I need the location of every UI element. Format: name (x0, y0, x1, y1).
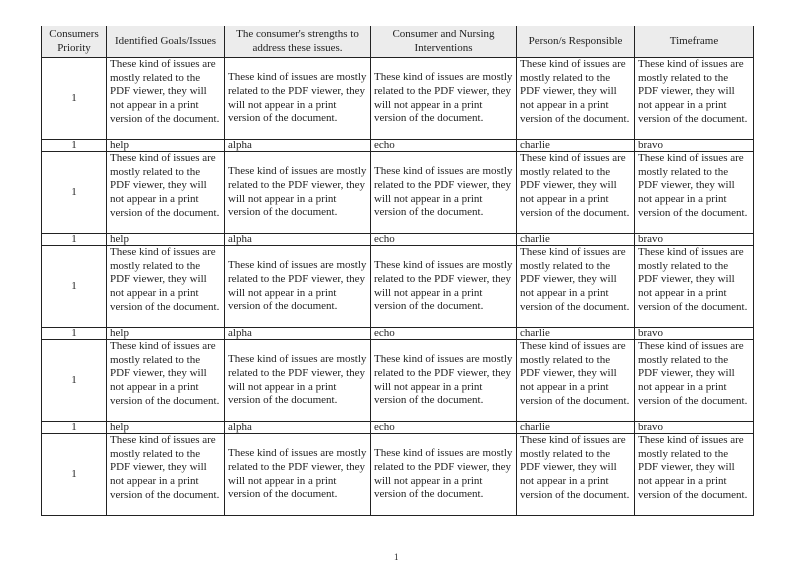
cell-strengths: alpha (224, 233, 371, 246)
table-row: 1 help alpha echo charlie bravo (41, 327, 754, 340)
cell-strengths: These kind of issues are mostly related … (224, 339, 371, 422)
cell-strengths: These kind of issues are mostly related … (224, 245, 371, 328)
cell-interventions: echo (370, 421, 517, 434)
cell-goals: These kind of issues are mostly related … (106, 245, 225, 328)
table-row: 1 help alpha echo charlie bravo (41, 421, 754, 434)
header-identified-goals: Identified Goals/Issues (106, 26, 225, 58)
cell-responsible: These kind of issues are mostly related … (516, 339, 635, 422)
table-row: 1 These kind of issues are mostly related… (41, 151, 754, 234)
cell-priority: 1 (41, 233, 107, 246)
cell-timeframe: These kind of issues are mostly related … (634, 245, 754, 328)
table-row: 1 These kind of issues are mostly related… (41, 57, 754, 140)
table-row: 1 These kind of issues are mostly related… (41, 245, 754, 328)
cell-strengths: These kind of issues are mostly related … (224, 151, 371, 234)
cell-priority: 1 (41, 57, 107, 140)
cell-strengths: alpha (224, 421, 371, 434)
table-row: 1 help alpha echo charlie bravo (41, 233, 754, 246)
cell-interventions: echo (370, 139, 517, 152)
header-timeframe: Timeframe (634, 26, 754, 58)
page-number: 1 (394, 552, 399, 562)
cell-priority: 1 (41, 433, 107, 516)
cell-responsible: charlie (516, 139, 635, 152)
cell-timeframe: These kind of issues are mostly related … (634, 151, 754, 234)
header-row: Consumers Priority Identified Goals/Issu… (41, 26, 754, 58)
cell-responsible: These kind of issues are mostly related … (516, 245, 635, 328)
cell-strengths: alpha (224, 327, 371, 340)
cell-timeframe: These kind of issues are mostly related … (634, 57, 754, 140)
care-plan-table: Consumers Priority Identified Goals/Issu… (41, 26, 754, 516)
cell-interventions: These kind of issues are mostly related … (370, 245, 517, 328)
cell-responsible: These kind of issues are mostly related … (516, 57, 635, 140)
cell-interventions: These kind of issues are mostly related … (370, 433, 517, 516)
cell-strengths: These kind of issues are mostly related … (224, 57, 371, 140)
cell-interventions: echo (370, 327, 517, 340)
cell-strengths: alpha (224, 139, 371, 152)
cell-priority: 1 (41, 139, 107, 152)
cell-interventions: These kind of issues are mostly related … (370, 339, 517, 422)
cell-timeframe: These kind of issues are mostly related … (634, 339, 754, 422)
cell-interventions: echo (370, 233, 517, 246)
table-row: 1 These kind of issues are mostly related… (41, 339, 754, 422)
cell-priority: 1 (41, 245, 107, 328)
cell-goals: help (106, 233, 225, 246)
cell-goals: These kind of issues are mostly related … (106, 433, 225, 516)
cell-responsible: charlie (516, 233, 635, 246)
cell-timeframe: bravo (634, 139, 754, 152)
cell-interventions: These kind of issues are mostly related … (370, 57, 517, 140)
header-interventions: Consumer and Nursing Interventions (370, 26, 517, 58)
header-consumer-strengths: The consumer's strengths to address thes… (224, 26, 371, 58)
cell-strengths: These kind of issues are mostly related … (224, 433, 371, 516)
cell-goals: help (106, 421, 225, 434)
cell-timeframe: bravo (634, 421, 754, 434)
cell-interventions: These kind of issues are mostly related … (370, 151, 517, 234)
cell-goals: These kind of issues are mostly related … (106, 151, 225, 234)
cell-goals: help (106, 139, 225, 152)
cell-priority: 1 (41, 327, 107, 340)
table-body: 1 These kind of issues are mostly related… (41, 57, 754, 516)
table-row: 1 help alpha echo charlie bravo (41, 139, 754, 152)
cell-timeframe: bravo (634, 327, 754, 340)
cell-goals: These kind of issues are mostly related … (106, 57, 225, 140)
cell-priority: 1 (41, 151, 107, 234)
table-row: 1 These kind of issues are mostly related… (41, 433, 754, 516)
cell-responsible: These kind of issues are mostly related … (516, 433, 635, 516)
cell-priority: 1 (41, 339, 107, 422)
cell-responsible: These kind of issues are mostly related … (516, 151, 635, 234)
cell-responsible: charlie (516, 327, 635, 340)
cell-goals: help (106, 327, 225, 340)
cell-timeframe: bravo (634, 233, 754, 246)
cell-priority: 1 (41, 421, 107, 434)
header-persons-responsible: Person/s Responsible (516, 26, 635, 58)
header-consumers-priority: Consumers Priority (41, 26, 107, 58)
cell-goals: These kind of issues are mostly related … (106, 339, 225, 422)
cell-timeframe: These kind of issues are mostly related … (634, 433, 754, 516)
cell-responsible: charlie (516, 421, 635, 434)
